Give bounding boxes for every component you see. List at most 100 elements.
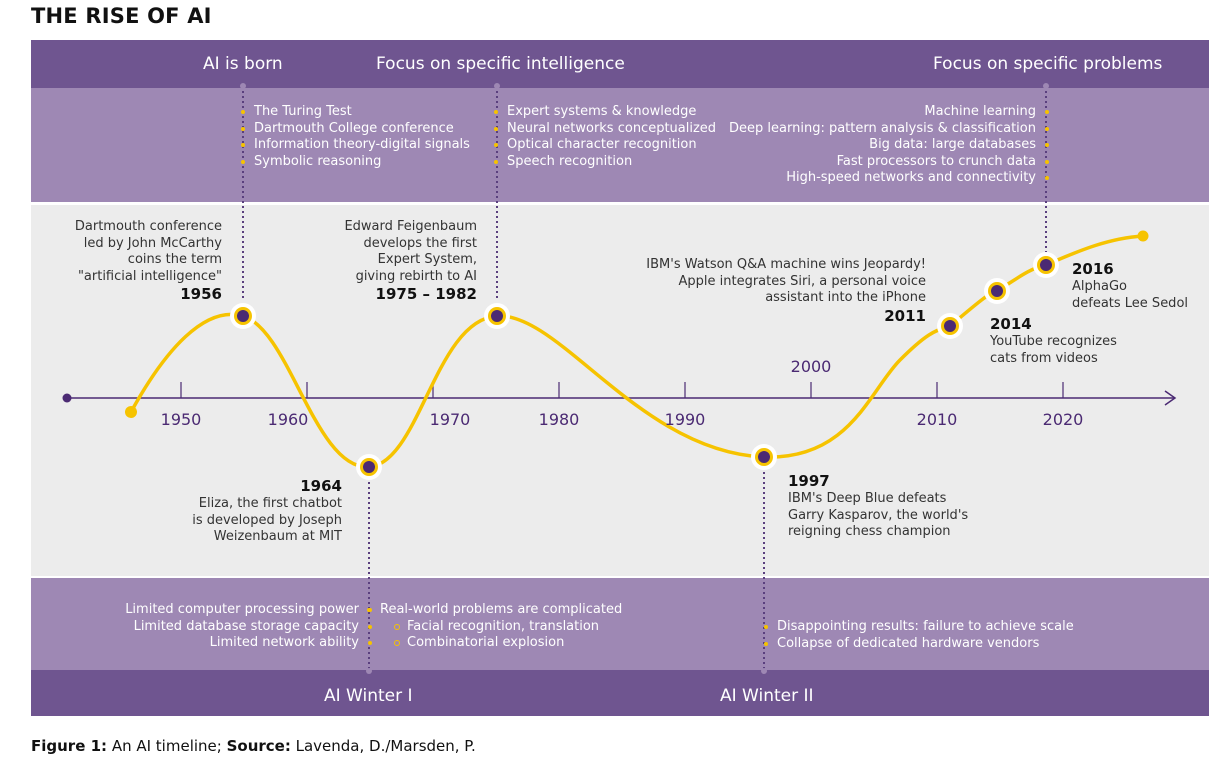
- list-specific-problems: Machine learning Deep learning: pattern …: [729, 104, 1049, 187]
- tick-label-2000: 2000: [791, 357, 832, 376]
- tick-label-1960: 1960: [268, 410, 309, 429]
- tick-label-2010: 2010: [917, 410, 958, 429]
- event-text: led by John McCarthy: [83, 235, 222, 251]
- event-text: AlphaGo: [1072, 279, 1127, 294]
- list-item: Limited database storage capacity: [125, 619, 372, 636]
- event-year: 2014: [990, 315, 1032, 333]
- marker-2011: [937, 313, 963, 339]
- tick-label-1950: 1950: [161, 410, 202, 429]
- marker-1956: [230, 303, 256, 329]
- list-winter1-problems: Real-world problems are complicated Faci…: [367, 602, 622, 652]
- list-item: Limited computer processing power: [125, 602, 372, 619]
- marker-2014: [984, 278, 1010, 304]
- event-text: Garry Kasparov, the world's: [788, 507, 969, 523]
- tick-label-1990: 1990: [665, 410, 706, 429]
- axis-start-dot: [62, 393, 72, 403]
- axis-arrow: [1164, 390, 1177, 406]
- figure-caption: Figure 1: An AI timeline; Source: Lavend…: [31, 737, 476, 755]
- connector-dot: [494, 83, 500, 89]
- event-text: Weizenbaum at MIT: [213, 529, 342, 544]
- bottom-header-band: [31, 670, 1209, 716]
- list-item: Dartmouth College conference: [241, 121, 470, 138]
- marker-2016: [1033, 252, 1059, 278]
- list-item: Expert systems & knowledge: [494, 104, 716, 121]
- header-winter1: AI Winter I: [324, 686, 413, 706]
- event-1964: 1964 Eliza, the first chatbot is develop…: [192, 477, 342, 546]
- tick-label-2020: 2020: [1043, 410, 1084, 429]
- caption-source-label: Source:: [226, 737, 291, 755]
- list-subitem: Facial recognition, translation: [367, 619, 622, 636]
- event-text: reigning chess champion: [788, 524, 951, 539]
- header-specific-problems: Focus on specific problems: [933, 54, 1163, 74]
- caption-source-text: Lavenda, D./Marsden, P.: [290, 737, 476, 755]
- list-item: Fast processors to crunch data: [729, 154, 1049, 171]
- list-item: Neural networks conceptualized: [494, 121, 716, 138]
- header-ai-born: AI is born: [203, 54, 283, 74]
- event-text: "artificial intelligence": [77, 268, 222, 284]
- list-item: Machine learning: [729, 104, 1049, 121]
- event-text: IBM's Watson Q&A machine wins Jeopardy!: [646, 257, 926, 272]
- caption-text: An AI timeline;: [107, 737, 227, 755]
- event-2011: IBM's Watson Q&A machine wins Jeopardy! …: [646, 257, 926, 326]
- page-title: THE RISE OF AI: [31, 4, 212, 28]
- event-text: cats from videos: [990, 350, 1098, 366]
- tick-label-1980: 1980: [539, 410, 580, 429]
- event-text: develops the first: [363, 235, 477, 251]
- bottom-list-band: [31, 578, 1209, 670]
- list-item: High-speed networks and connectivity: [729, 170, 1049, 187]
- event-2014: 2014 YouTube recognizes cats from videos: [990, 315, 1117, 367]
- curve-start-dot: [125, 406, 137, 418]
- event-1956: Dartmouth conference led by John McCarth…: [75, 219, 222, 304]
- connector-dot: [240, 83, 246, 89]
- caption-figure-label: Figure 1:: [31, 737, 108, 755]
- event-2016: 2016 AlphaGo defeats Lee Sedol: [1072, 260, 1188, 312]
- list-specific-intelligence: Expert systems & knowledge Neural networ…: [494, 104, 716, 170]
- event-year: 1956: [180, 285, 222, 303]
- event-year: 1997: [788, 472, 830, 490]
- tick-label-1970: 1970: [430, 410, 471, 429]
- event-year: 2016: [1072, 260, 1114, 278]
- marker-1964: [356, 454, 382, 480]
- list-item: Big data: large databases: [729, 137, 1049, 154]
- list-item: Information theory-digital signals: [241, 137, 470, 154]
- list-item: Symbolic reasoning: [241, 154, 470, 171]
- list-item: Speech recognition: [494, 154, 716, 171]
- event-year: 1964: [300, 477, 342, 495]
- event-text: coins the term: [127, 252, 222, 267]
- curve-end-dot: [1137, 230, 1149, 242]
- event-year: 1975 – 1982: [375, 285, 477, 303]
- event-1975: Edward Feigenbaum develops the first Exp…: [344, 219, 477, 304]
- list-item: Real-world problems are complicated: [367, 602, 622, 619]
- event-text: IBM's Deep Blue defeats: [788, 491, 947, 506]
- event-text: defeats Lee Sedol: [1072, 295, 1189, 311]
- list-item: Disappointing results: failure to achiev…: [764, 619, 1074, 636]
- header-winter2: AI Winter II: [720, 686, 814, 706]
- timeline-band: [31, 205, 1209, 576]
- list-ai-born: The Turing Test Dartmouth College confer…: [241, 104, 470, 170]
- event-text: Eliza, the first chatbot: [198, 496, 342, 511]
- event-text: giving rebirth to AI: [355, 268, 477, 284]
- top-list-band: [31, 88, 1209, 202]
- event-text: Expert System,: [377, 252, 477, 267]
- list-winter2: Disappointing results: failure to achiev…: [764, 619, 1074, 652]
- connector-dot: [366, 668, 372, 674]
- event-text: Apple integrates Siri, a personal voice: [678, 273, 926, 289]
- event-text: is developed by Joseph: [192, 512, 342, 528]
- event-text: assistant into the iPhone: [765, 290, 926, 305]
- event-text: Dartmouth conference: [74, 219, 222, 234]
- marker-1997: [751, 444, 777, 470]
- connector-dot: [1043, 83, 1049, 89]
- list-item: Deep learning: pattern analysis & classi…: [729, 121, 1049, 138]
- list-item: The Turing Test: [241, 104, 470, 121]
- top-header-band: [31, 40, 1209, 88]
- header-specific-intelligence: Focus on specific intelligence: [376, 54, 625, 74]
- list-item: Limited network ability: [125, 635, 372, 652]
- list-item: Optical character recognition: [494, 137, 716, 154]
- event-text: Edward Feigenbaum: [344, 219, 477, 234]
- list-winter1-limits: Limited computer processing power Limite…: [125, 602, 372, 652]
- connector-dot: [761, 668, 767, 674]
- event-text: YouTube recognizes: [990, 334, 1117, 349]
- list-item: Collapse of dedicated hardware vendors: [764, 636, 1074, 653]
- list-subitem: Combinatorial explosion: [367, 635, 622, 652]
